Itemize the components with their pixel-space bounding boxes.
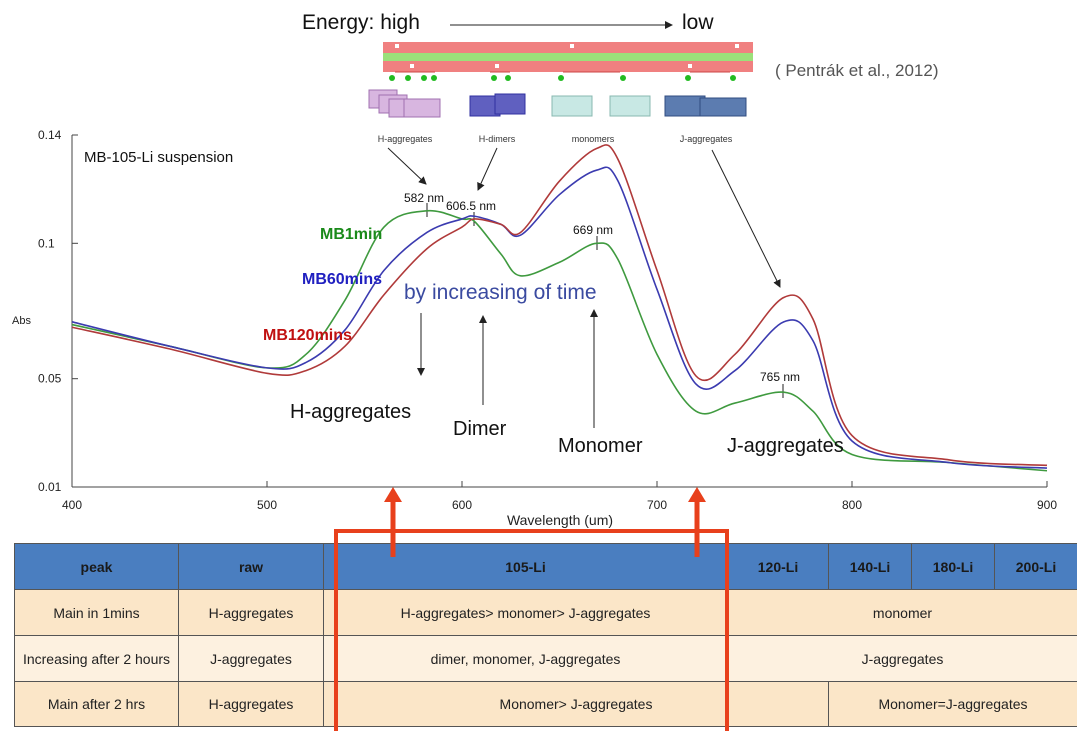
header-cell: 140-Li bbox=[828, 543, 912, 590]
header-cell: raw bbox=[178, 543, 324, 590]
legend-label: MB60mins bbox=[302, 271, 382, 288]
x-tick-label: 900 bbox=[1037, 498, 1057, 512]
y-tick-label: 0.01 bbox=[38, 480, 62, 494]
annotation: Monomer bbox=[558, 435, 643, 457]
header-cell: 180-Li bbox=[911, 543, 995, 590]
cell: H-aggregates> monomer> J-aggregates bbox=[323, 589, 728, 636]
y-tick-label: 0.1 bbox=[38, 236, 55, 250]
chart: Energy: high low ( Pentrák et al., 2012)… bbox=[12, 11, 1057, 528]
header-row: peak raw 105-Li 120-Li 140-Li 180-Li 200… bbox=[14, 543, 1077, 590]
cell: Monomer=J-aggregates bbox=[828, 681, 1077, 727]
cell: Main after 2 hrs bbox=[14, 681, 179, 727]
cell: H-aggregates bbox=[178, 589, 324, 636]
series-line bbox=[71, 144, 1048, 467]
x-tick-label: 700 bbox=[647, 498, 667, 512]
cell: Main in 1mins bbox=[14, 589, 179, 636]
annotation: 669 nm bbox=[573, 223, 613, 237]
diagram-label: J-aggregates bbox=[680, 134, 733, 144]
diagram-label: H-dimers bbox=[479, 134, 516, 144]
annotation: H-aggregates bbox=[290, 401, 411, 423]
x-tick-label: 600 bbox=[452, 498, 472, 512]
series-line bbox=[71, 166, 1048, 469]
header-cell: 200-Li bbox=[994, 543, 1077, 590]
table-row: Main in 1mins H-aggregates H-aggregates>… bbox=[14, 589, 1077, 636]
y-tick-label: 0.05 bbox=[38, 372, 62, 386]
legend-label: MB1min bbox=[320, 226, 382, 243]
annotation: 582 nm bbox=[404, 191, 444, 205]
cell: Monomer> J-aggregates bbox=[323, 681, 829, 727]
annotation: 765 nm bbox=[760, 370, 800, 384]
annotation-arrows bbox=[387, 147, 784, 428]
y-tick-label: 0.14 bbox=[38, 128, 62, 142]
energy-low: low bbox=[682, 11, 714, 34]
x-tick-label: 400 bbox=[62, 498, 82, 512]
cell: dimer, monomer, J-aggregates bbox=[323, 635, 728, 682]
x-tick-label: 800 bbox=[842, 498, 862, 512]
legend-label: MB120mins bbox=[263, 327, 352, 344]
y-axis-label: Abs bbox=[12, 315, 31, 327]
header-cell: 105-Li bbox=[323, 543, 728, 590]
annotation: Dimer bbox=[453, 418, 507, 440]
x-tick-label: 500 bbox=[257, 498, 277, 512]
cell: H-aggregates bbox=[178, 681, 324, 727]
diagram-label: monomers bbox=[572, 134, 615, 144]
series-line bbox=[71, 209, 1048, 472]
annotation: 606.5 nm bbox=[446, 199, 496, 213]
cell: Increasing after 2 hours bbox=[14, 635, 179, 682]
summary-table: peak raw 105-Li 120-Li 140-Li 180-Li 200… bbox=[14, 543, 1077, 727]
x-axis-label: Wavelength (um) bbox=[507, 512, 613, 528]
energy-high: Energy: high bbox=[302, 11, 420, 34]
cell: J-aggregates bbox=[178, 635, 324, 682]
layer-diagram bbox=[368, 42, 753, 118]
table-row: Increasing after 2 hours J-aggregates di… bbox=[14, 635, 1077, 682]
header-cell: 120-Li bbox=[727, 543, 829, 590]
annotation: by increasing of time bbox=[404, 281, 597, 304]
annotation: MB-105-Li suspension bbox=[84, 149, 233, 166]
header-cell: peak bbox=[14, 543, 179, 590]
cell: monomer bbox=[727, 589, 1077, 636]
cell: J-aggregates bbox=[727, 635, 1077, 682]
citation: ( Pentrák et al., 2012) bbox=[775, 61, 938, 80]
diagram-label: H-aggregates bbox=[378, 134, 433, 144]
table-row: Main after 2 hrs H-aggregates Monomer> J… bbox=[14, 681, 1077, 727]
annotation: J-aggregates bbox=[727, 435, 844, 457]
